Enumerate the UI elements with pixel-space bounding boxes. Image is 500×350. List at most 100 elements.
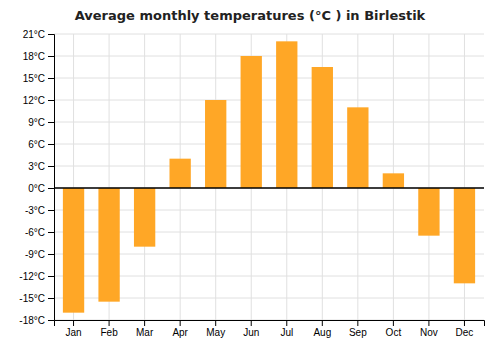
x-tick-mark xyxy=(109,320,110,326)
y-tick-mark xyxy=(48,276,54,277)
y-tick: -18°C xyxy=(19,315,54,326)
x-tick-label: Feb xyxy=(100,327,118,338)
grid-line-y xyxy=(54,144,484,145)
grid-line-x xyxy=(144,34,145,320)
y-tick-label: -9°C xyxy=(25,249,45,260)
y-tick: 15°C xyxy=(23,73,54,84)
y-tick: -3°C xyxy=(25,205,54,216)
y-tick-label: 9°C xyxy=(28,117,45,128)
bar xyxy=(98,188,119,302)
y-tick: 18°C xyxy=(23,51,54,62)
x-tick: Nov xyxy=(420,320,438,338)
y-axis-line xyxy=(48,35,55,321)
x-tick-label: Dec xyxy=(456,327,474,338)
grid-line-y xyxy=(54,100,484,101)
y-tick-label: 3°C xyxy=(28,161,45,172)
grid-line-y xyxy=(54,188,484,189)
x-tick-label: Nov xyxy=(420,327,438,338)
y-tick: -12°C xyxy=(19,271,54,282)
y-axis: -18°C -15°C -12°C -9°C -6°C -3°C 0°C 3°C 6°C 9°C 1… xyxy=(19,29,54,326)
y-tick-label: 21°C xyxy=(23,29,45,40)
bar xyxy=(134,188,155,247)
bar xyxy=(454,188,475,283)
y-tick-label: 12°C xyxy=(23,95,45,106)
y-tick-label: 6°C xyxy=(28,139,45,150)
y-tick: -9°C xyxy=(25,249,54,260)
y-tick: 0°C xyxy=(28,183,54,194)
y-tick-label: -18°C xyxy=(19,315,45,326)
x-axis-line xyxy=(55,321,485,327)
bars xyxy=(63,41,475,312)
y-tick-mark xyxy=(48,254,54,255)
x-tick-label: Aug xyxy=(313,327,331,338)
x-tick: May xyxy=(206,320,225,338)
bar xyxy=(383,173,404,188)
x-tick: Jan xyxy=(65,320,81,338)
y-tick-mark xyxy=(48,122,54,123)
y-tick-label: 0°C xyxy=(28,183,45,194)
bar xyxy=(205,100,226,188)
y-tick-mark xyxy=(48,56,54,57)
bar xyxy=(312,67,333,188)
x-tick: Aug xyxy=(313,320,331,338)
y-tick-mark xyxy=(48,298,54,299)
x-tick-mark xyxy=(464,320,465,326)
grid-line-y xyxy=(54,166,484,167)
x-tick-mark xyxy=(180,320,181,326)
y-tick-mark xyxy=(48,210,54,211)
grid-line-y xyxy=(54,56,484,57)
y-tick-mark xyxy=(48,320,54,321)
x-tick-mark xyxy=(322,320,323,326)
y-tick-mark xyxy=(48,144,54,145)
x-tick-mark xyxy=(393,320,394,326)
y-tick-mark xyxy=(48,78,54,79)
y-tick: 21°C xyxy=(23,29,54,40)
chart-svg: Average monthly temperatures (°C ) in Bi… xyxy=(0,0,500,350)
y-tick-label: 15°C xyxy=(23,73,45,84)
y-tick: 12°C xyxy=(23,95,54,106)
y-tick: -6°C xyxy=(25,227,54,238)
x-tick: Apr xyxy=(172,320,188,338)
bar xyxy=(63,188,84,313)
x-tick-label: Jun xyxy=(243,327,259,338)
bar xyxy=(276,41,297,188)
y-tick-label: -15°C xyxy=(19,293,45,304)
y-tick-mark xyxy=(48,232,54,233)
y-tick-mark xyxy=(48,34,54,35)
y-tick-mark xyxy=(48,166,54,167)
bar xyxy=(347,107,368,188)
y-tick-label: -3°C xyxy=(25,205,45,216)
zero-line xyxy=(54,187,484,189)
x-tick-label: Sep xyxy=(349,327,367,338)
x-tick-label: Apr xyxy=(172,327,188,338)
bar xyxy=(418,188,439,236)
x-tick: Jul xyxy=(280,320,293,338)
bar xyxy=(241,56,262,188)
grid-line-y xyxy=(54,78,484,79)
x-tick-mark xyxy=(73,320,74,326)
x-tick-mark xyxy=(286,320,287,326)
y-tick: 3°C xyxy=(28,161,54,172)
x-tick: Feb xyxy=(100,320,118,338)
title: Average monthly temperatures (°C ) in Bi… xyxy=(75,8,426,23)
x-tick-mark xyxy=(357,320,358,326)
y-tick: 9°C xyxy=(28,117,54,128)
x-tick-label: Jul xyxy=(280,327,293,338)
chart-container: Average monthly temperatures (°C ) in Bi… xyxy=(0,0,500,350)
y-tick: 6°C xyxy=(28,139,54,150)
y-tick-mark xyxy=(48,100,54,101)
x-tick-mark xyxy=(251,320,252,326)
x-tick-mark xyxy=(144,320,145,326)
x-tick: Oct xyxy=(386,320,402,338)
bar xyxy=(169,159,190,188)
x-tick-label: Mar xyxy=(136,327,154,338)
grid xyxy=(54,34,484,320)
plot-area: -18°C -15°C -12°C -9°C -6°C -3°C 0°C 3°C 6°C 9°C 1… xyxy=(19,29,484,338)
grid-line-x xyxy=(428,34,429,320)
x-tick: Sep xyxy=(349,320,367,338)
grid-line-y xyxy=(54,122,484,123)
y-tick-mark xyxy=(48,188,54,189)
x-tick-mark xyxy=(428,320,429,326)
x-tick: Jun xyxy=(243,320,259,338)
grid-line-y xyxy=(54,34,484,35)
